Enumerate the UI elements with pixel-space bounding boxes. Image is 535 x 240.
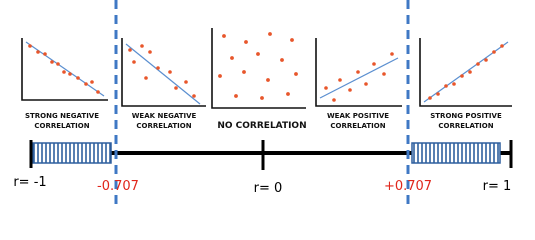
number-line (29, 140, 513, 170)
scale-label: +0.707 (384, 179, 432, 194)
panel-label: CORRELATION (34, 122, 89, 130)
panel-strong-positive: STRONG POSITIVE CORRELATION (419, 38, 512, 130)
panel-weak-positive: WEAK POSITIVE CORRELATION (315, 38, 402, 130)
scale-label: r= -1 (13, 175, 46, 190)
scale-label: -0.707 (97, 179, 139, 194)
scale-label: r= 1 (483, 179, 512, 194)
panel-no-correlation: NO CORRELATION (211, 28, 307, 131)
panel-label: CORRELATION (330, 122, 385, 130)
correlation-diagram: STRONG NEGATIVE CORRELATION WEAK NEGATIV… (13, 0, 513, 210)
panel-label: CORRELATION (136, 122, 191, 130)
panel-label: WEAK NEGATIVE (132, 112, 197, 120)
scale-label: r= 0 (254, 181, 283, 196)
panel-strong-negative: STRONG NEGATIVE CORRELATION (21, 38, 108, 130)
panel-label: STRONG NEGATIVE (25, 112, 99, 120)
panel-weak-negative: WEAK NEGATIVE CORRELATION (121, 38, 206, 130)
panel-label: WEAK POSITIVE (327, 112, 389, 120)
panel-label: STRONG POSITIVE (430, 112, 502, 120)
panel-label: NO CORRELATION (217, 121, 306, 131)
panel-label: CORRELATION (438, 122, 493, 130)
